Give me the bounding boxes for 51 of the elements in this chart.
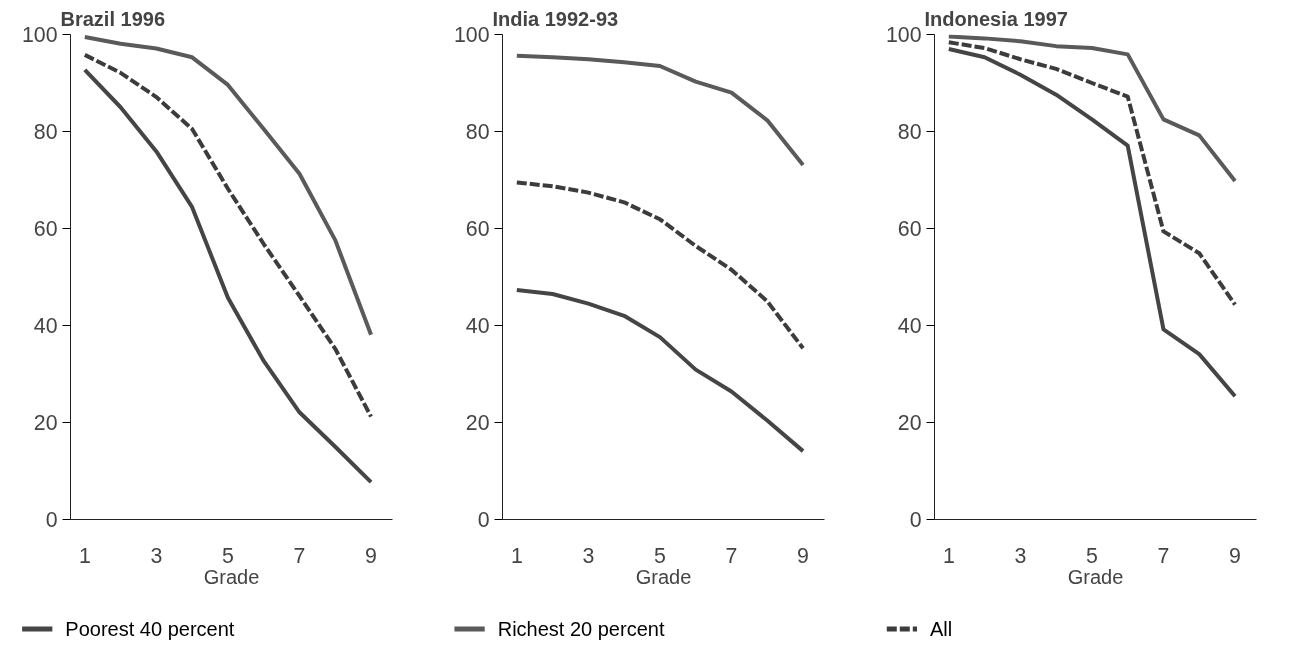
x-tick-label: 7 xyxy=(293,543,306,568)
y-tick-label: 20 xyxy=(33,411,58,435)
line-series xyxy=(82,52,374,419)
line-series xyxy=(946,40,1238,307)
y-tick-label: 40 xyxy=(897,314,922,338)
y-tick-label: 20 xyxy=(897,411,922,435)
chart-title: India 1992-93 xyxy=(492,7,619,30)
y-tick-label: 100 xyxy=(453,23,490,47)
line-series xyxy=(82,34,374,337)
y-tick-label: 80 xyxy=(897,120,922,144)
x-tick-label: 1 xyxy=(510,543,523,568)
x-tick-label: 5 xyxy=(653,543,666,568)
line-series xyxy=(514,288,806,454)
y-tick-label: 0 xyxy=(477,508,490,532)
y-tick-label: 100 xyxy=(21,23,58,47)
y-tick-label: 80 xyxy=(33,120,58,144)
y-tick-label: 60 xyxy=(465,217,490,241)
x-tick-label: 1 xyxy=(78,543,91,568)
y-tick-label: 0 xyxy=(909,508,922,532)
x-tick-label: 5 xyxy=(221,543,234,568)
y-tick-label: 80 xyxy=(465,120,490,144)
x-tick-label: 3 xyxy=(582,543,595,568)
line-series xyxy=(946,34,1238,183)
x-tick-label: 5 xyxy=(1085,543,1098,568)
line-series xyxy=(514,53,806,167)
y-tick-label: 100 xyxy=(885,23,922,47)
line-series xyxy=(514,180,806,351)
legend-label: Richest 20 percent xyxy=(497,618,665,640)
x-tick-label: 7 xyxy=(1157,543,1170,568)
line-series xyxy=(946,47,1238,399)
x-tick-label: 3 xyxy=(150,543,163,568)
x-tick-label: 1 xyxy=(942,543,955,568)
y-tick-label: 20 xyxy=(465,411,490,435)
chart-title: Brazil 1996 xyxy=(60,7,166,30)
x-axis-title: Grade xyxy=(203,565,260,588)
x-tick-label: 9 xyxy=(365,543,377,568)
x-axis-title: Grade xyxy=(1067,565,1124,588)
chart-title: Indonesia 1997 xyxy=(924,7,1068,30)
x-tick-label: 9 xyxy=(797,543,809,568)
x-tick-label: 9 xyxy=(1229,543,1241,568)
y-tick-label: 60 xyxy=(897,217,922,241)
y-tick-label: 0 xyxy=(45,508,58,532)
y-tick-label: 40 xyxy=(33,314,58,338)
legend-label: Poorest 40 percent xyxy=(65,618,235,640)
line-series xyxy=(82,67,374,485)
y-tick-label: 40 xyxy=(465,314,490,338)
legend-label: All xyxy=(930,618,953,640)
y-tick-label: 60 xyxy=(33,217,58,241)
x-axis-title: Grade xyxy=(635,565,692,588)
x-tick-label: 7 xyxy=(725,543,738,568)
x-tick-label: 3 xyxy=(1014,543,1027,568)
